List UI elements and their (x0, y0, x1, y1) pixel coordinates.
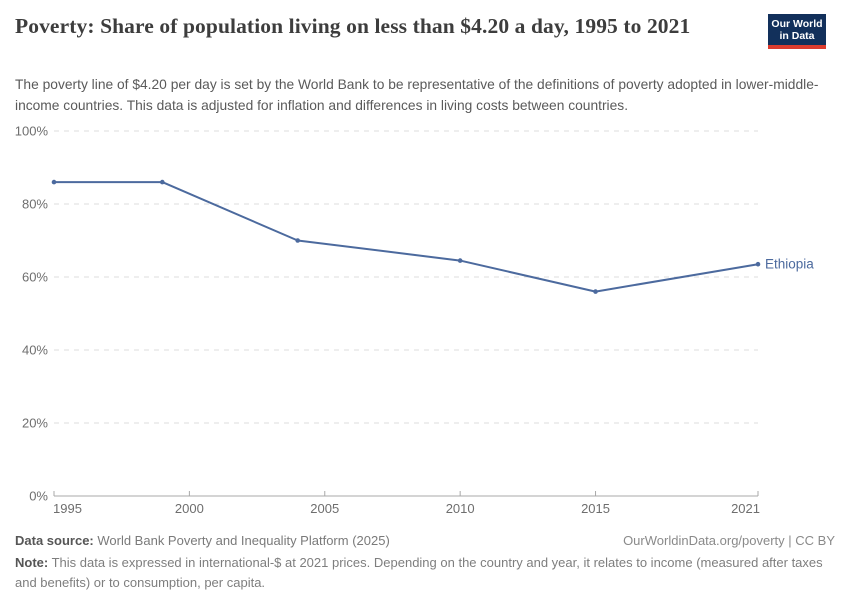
data-point[interactable] (457, 258, 463, 263)
footer-sources-row: Data source: World Bank Poverty and Ineq… (15, 531, 835, 551)
data-source-label: Data source: (15, 533, 94, 548)
data-source-text: World Bank Poverty and Inequality Platfo… (93, 533, 390, 548)
data-point[interactable] (160, 179, 165, 185)
data-point[interactable] (755, 261, 761, 267)
owid-credit-link[interactable]: OurWorldinData.org/poverty | CC BY (623, 533, 835, 548)
owid-logo[interactable]: Our World in Data (768, 14, 826, 49)
note-label: Note: (15, 555, 49, 570)
y-tick-label: 0% (29, 489, 48, 504)
x-tick-label: 2015 (581, 501, 610, 516)
x-tick-label: 2021 (731, 501, 760, 516)
y-tick-label: 100% (15, 124, 49, 139)
data-point[interactable] (295, 238, 300, 243)
x-tick-label: 2010 (446, 501, 475, 516)
y-tick-label: 20% (22, 416, 48, 431)
footer-note: Note: This data is expressed in internat… (15, 553, 827, 593)
x-tick-label: 2000 (175, 501, 204, 516)
y-tick-label: 80% (22, 197, 48, 212)
entity-label[interactable]: Ethiopia (765, 257, 814, 272)
line-chart: 0% 20% 40% 60% 80% 100% 1995 2000 2005 2010 2015 20… (15, 124, 815, 516)
owid-logo-line1: Our World (771, 17, 823, 30)
chart-footer: Data source: World Bank Poverty and Ineq… (15, 531, 835, 593)
data-point[interactable] (593, 289, 598, 294)
chart-title: Poverty: Share of population living on l… (15, 14, 691, 38)
y-tick-label: 40% (22, 343, 48, 358)
data-source: Data source: World Bank Poverty and Ineq… (15, 531, 390, 551)
x-tick-label: 2005 (310, 501, 339, 516)
chart-subtitle: The poverty line of $4.20 per day is set… (15, 77, 819, 113)
x-tick-label: 1995 (53, 501, 82, 516)
data-point[interactable] (51, 179, 57, 185)
note-text: This data is expressed in international-… (15, 555, 823, 590)
y-tick-label: 60% (22, 270, 48, 285)
owid-logo-line2: in Data (779, 29, 815, 42)
chart-line-ethiopia[interactable] (53, 181, 759, 293)
